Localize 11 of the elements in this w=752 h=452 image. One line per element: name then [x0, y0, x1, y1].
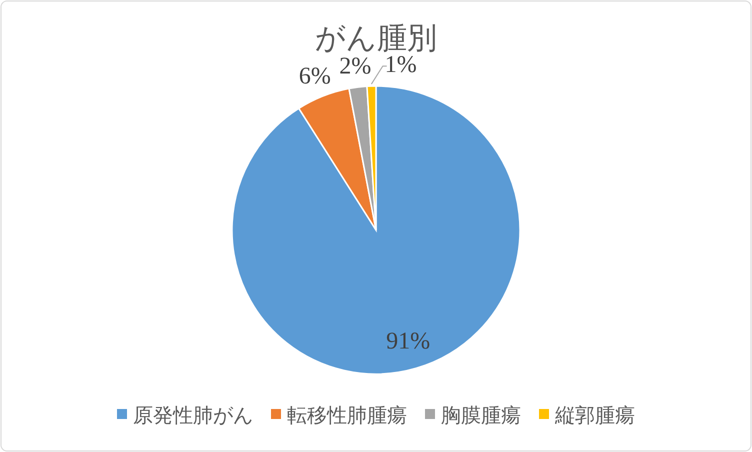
legend-label: 縦郭腫瘍 — [554, 405, 635, 427]
data-label: 2% — [339, 53, 372, 80]
data-label: 6% — [298, 64, 331, 90]
data-label: 1% — [384, 52, 417, 78]
legend-label: 原発性肺がん — [133, 405, 253, 427]
pie-slice — [231, 85, 521, 375]
chart-title: がん腫別 — [315, 22, 437, 55]
pie-slice — [298, 88, 377, 231]
data-label: 91% — [386, 328, 430, 355]
legend-label: 胸膜腫瘍 — [441, 405, 521, 427]
legend-label: 転移性肺腫瘍 — [287, 405, 407, 427]
